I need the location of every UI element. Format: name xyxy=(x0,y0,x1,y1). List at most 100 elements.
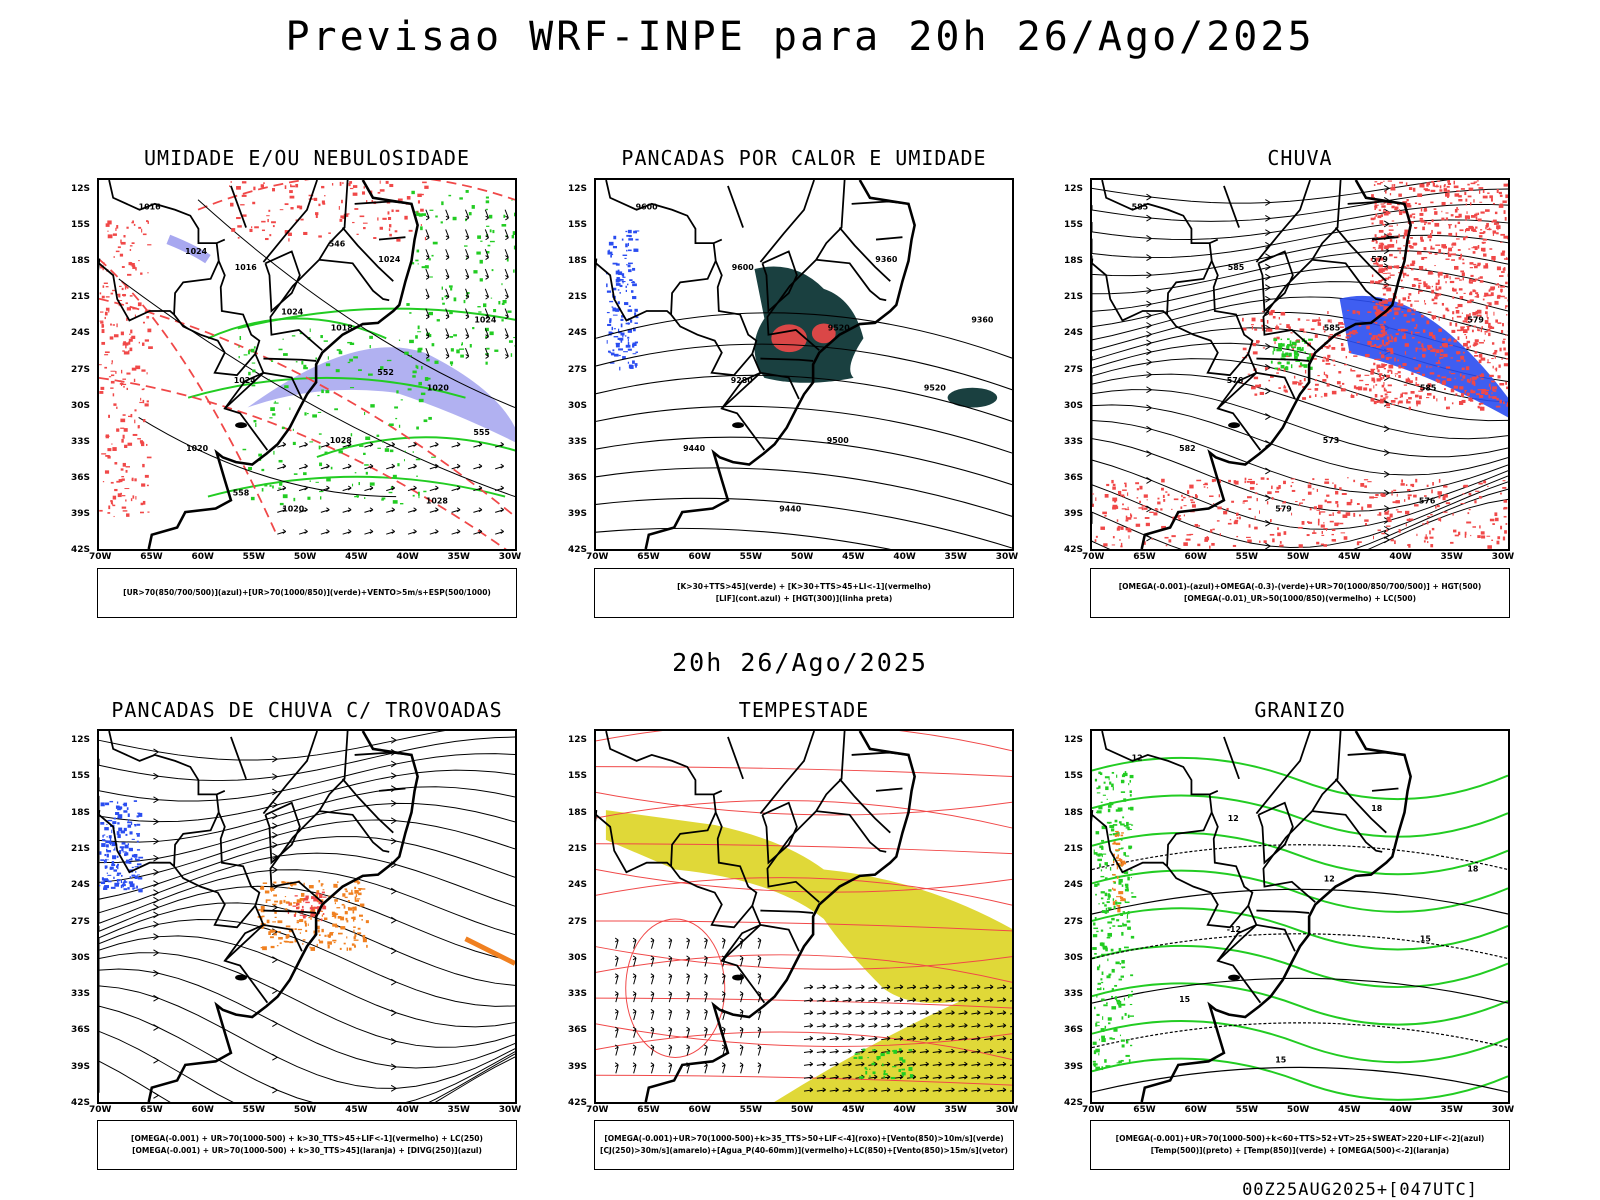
lat-tick-label: 27S xyxy=(1064,364,1084,375)
lat-tick-label: 15S xyxy=(1064,771,1084,782)
lon-tick-label: 70W xyxy=(1082,552,1105,562)
lat-tick-label: 24S xyxy=(1064,880,1084,891)
lon-tick-label: 70W xyxy=(586,1105,609,1115)
lon-tick-label: 65W xyxy=(1133,552,1156,562)
lat-tick-label: 21S xyxy=(1064,843,1084,854)
lon-tick-label: 55W xyxy=(739,552,763,562)
lat-tick-label: 12S xyxy=(568,735,588,746)
field-layer xyxy=(596,229,1012,549)
lat-tick-label: 15S xyxy=(1064,220,1084,231)
lon-tick-label: 55W xyxy=(1235,552,1259,562)
contour-label: 1024 xyxy=(234,376,257,385)
political-borders xyxy=(1092,180,1405,451)
lon-tick-label: 50W xyxy=(293,552,317,562)
lon-tick-label: 70W xyxy=(89,1105,112,1115)
contour-label: 585 xyxy=(1324,323,1341,332)
contour-label: 9440 xyxy=(779,504,802,513)
lat-tick-label: 42S xyxy=(1064,545,1084,555)
lat-tick-label: 21S xyxy=(568,843,588,854)
map-umidade: 1016 1016 1018 1020 1020 1020 1024 1024 1024 1028… xyxy=(97,178,517,551)
lat-tick-label: 36S xyxy=(568,472,588,483)
lon-tick-label: 40W xyxy=(893,1105,916,1115)
lat-tick-label: 33S xyxy=(1064,989,1084,1000)
lon-tick-label: 60W xyxy=(688,552,711,562)
lat-tick-label: 24S xyxy=(71,880,91,891)
lat-tick-label: 36S xyxy=(568,1025,588,1036)
lon-tick-label: 30W xyxy=(995,552,1019,562)
coastline xyxy=(1092,180,1412,549)
contour-label: 546 xyxy=(329,239,346,248)
lat-tick-label: 27S xyxy=(568,364,588,375)
contour-label: 9520 xyxy=(924,384,947,393)
lat-tick-label: 33S xyxy=(568,436,588,447)
lat-tick-label: 33S xyxy=(1064,436,1084,447)
map-canvas-granizo: 12 12 12 15 15 15 18 18 -12 xyxy=(1092,731,1508,1102)
political-borders xyxy=(1092,731,1405,1004)
map-canvas-tempestade xyxy=(596,731,1012,1102)
contour-labels: 9600 9600 9520 9520 9440 9440 9360 9360 9280 9500 xyxy=(636,203,994,514)
lon-tick-label: 45W xyxy=(842,552,865,562)
lat-tick-label: 12S xyxy=(1064,735,1084,746)
contour-label: 1020 xyxy=(186,444,209,453)
lat-tick-label: 39S xyxy=(568,508,588,519)
field-layer xyxy=(1092,180,1508,549)
run-stamp: 00Z25AUG2025+[047UTC] xyxy=(1242,1180,1478,1200)
legend-line: [OMEGA(-0.01)_UR>50(1000/850)(vermelho) … xyxy=(1183,594,1417,603)
lat-tick-label: 36S xyxy=(71,472,91,483)
lat-tick-label: 21S xyxy=(71,843,91,854)
contour-labels: 585 585 585 585 582 579 579 579 576 573 576 xyxy=(1132,203,1484,514)
contour-label: 9600 xyxy=(636,203,659,212)
legend-umidade: [UR>70(850/700/500)](azul)+[UR>70(1000/8… xyxy=(97,568,517,618)
lat-tick-label: 30S xyxy=(71,952,91,963)
lon-tick-label: 30W xyxy=(995,1105,1019,1115)
lat-tick-label: 42S xyxy=(568,1098,588,1108)
contour-label: 9440 xyxy=(683,444,706,453)
panel-title-tempestade: TEMPESTADE xyxy=(738,698,870,722)
lat-tick-label: 42S xyxy=(71,1098,91,1108)
map-granizo: 12 12 12 15 15 15 18 18 -12 xyxy=(1090,729,1510,1104)
lon-tick-label: 40W xyxy=(396,552,419,562)
lat-tick-label: 42S xyxy=(71,545,91,555)
political-borders xyxy=(99,731,412,1004)
map-tempestade xyxy=(594,729,1014,1104)
lon-tick-label: 30W xyxy=(498,1105,522,1115)
contour-label: 1024 xyxy=(474,315,497,324)
contour-label: 1016 xyxy=(139,203,162,212)
contour-label: 573 xyxy=(1323,436,1340,445)
lon-tick-label: 45W xyxy=(842,1105,865,1115)
contour-label: 15 xyxy=(1420,935,1431,944)
legend-trovoadas: [OMEGA(-0.001) + UR>70(1000-500) + k>30_… xyxy=(97,1120,517,1170)
main-title: Previsao WRF-INPE para 20h 26/Ago/2025 xyxy=(285,14,1315,60)
lon-tick-label: 35W xyxy=(447,1105,470,1115)
lat-tick-label: 12S xyxy=(568,184,588,195)
coastline xyxy=(596,180,916,549)
lon-tick-label: 55W xyxy=(242,552,266,562)
contour-label: 9280 xyxy=(731,376,754,385)
lat-tick-label: 12S xyxy=(71,184,91,195)
contour-label: 579 xyxy=(1275,504,1292,513)
contour-label: 9360 xyxy=(971,315,994,324)
lat-tick-label: 18S xyxy=(1064,256,1084,267)
contour-label: 582 xyxy=(1179,444,1196,453)
lon-tick-label: 60W xyxy=(191,1105,214,1115)
lat-tick-label: 27S xyxy=(71,364,91,375)
lon-tick-label: 60W xyxy=(1184,1105,1207,1115)
contour-label: 9360 xyxy=(875,255,898,264)
contour-label: 558 xyxy=(233,489,250,498)
lon-tick-label: 65W xyxy=(140,552,163,562)
field-layer xyxy=(1092,756,1508,1101)
lat-tick-label: 21S xyxy=(568,292,588,303)
contour-label: 1028 xyxy=(426,496,449,505)
lat-tick-label: 18S xyxy=(71,807,91,818)
lon-tick-label: 70W xyxy=(586,552,609,562)
field-layer xyxy=(99,180,515,549)
lon-tick-label: 35W xyxy=(1440,552,1463,562)
map-pancadas-calor: 9600 9600 9520 9520 9440 9440 9360 9360 9280 9500 xyxy=(594,178,1014,551)
field-layer xyxy=(99,731,515,1102)
contour-label: 9520 xyxy=(828,323,851,332)
contour-label: 579 xyxy=(1467,315,1484,324)
coastline xyxy=(596,731,916,1102)
lat-tick-label: 42S xyxy=(1064,1098,1084,1108)
panel-title-umidade: UMIDADE E/OU NEBULOSIDADE xyxy=(143,146,471,170)
contour-label: 1028 xyxy=(330,436,353,445)
